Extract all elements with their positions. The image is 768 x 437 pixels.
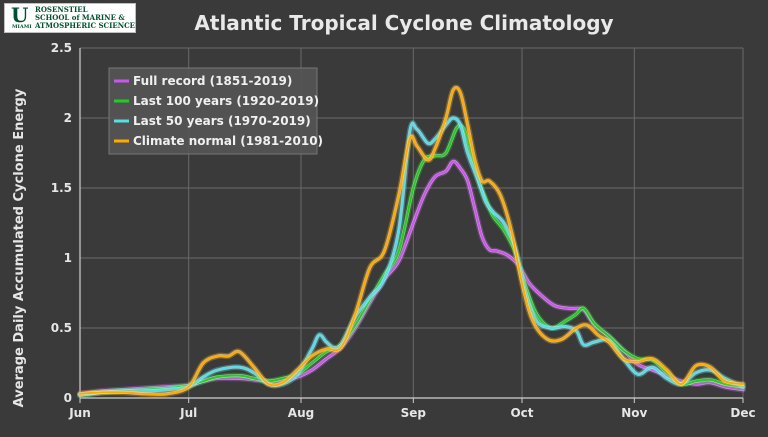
y-axis-label: Average Daily Accumulated Cyclone Energy xyxy=(12,88,27,407)
x-tick-label: Nov xyxy=(621,406,647,420)
x-tick-label: Aug xyxy=(288,406,314,420)
y-tick-label: 2 xyxy=(64,111,72,125)
y-tick-label: 0 xyxy=(64,391,72,405)
x-tick-label: Sep xyxy=(401,406,427,420)
legend-entry: Full record (1851-2019) xyxy=(114,74,292,88)
logo-u-mark: U xyxy=(11,3,29,27)
x-tick-label: Jun xyxy=(68,406,91,420)
legend-entry: Climate normal (1981-2010) xyxy=(114,134,323,148)
axes: 0 0.5 1 1.5 2 2.5 Jun Jul Aug Sep Oct Nov Dec xyxy=(51,41,756,420)
series-line xyxy=(77,122,746,399)
legend-label: Climate normal (1981-2010) xyxy=(133,134,323,148)
legend: Full record (1851-2019) Last 100 years (1… xyxy=(108,67,323,155)
logo-miami-text: MIAMI xyxy=(12,24,32,30)
y-tick-label: 0.5 xyxy=(51,321,72,335)
y-tick-label: 2.5 xyxy=(51,41,72,55)
chart-title: Atlantic Tropical Cyclone Climatology xyxy=(194,11,613,35)
x-tick-label: Dec xyxy=(730,406,755,420)
x-tick-label: Jul xyxy=(179,406,197,420)
series-line xyxy=(77,84,746,398)
x-tick-label: Oct xyxy=(510,406,533,420)
legend-label: Last 50 years (1970-2019) xyxy=(133,114,311,128)
legend-label: Last 100 years (1920-2019) xyxy=(133,94,319,108)
series-lines xyxy=(77,84,746,399)
logo-school-name: ROSENSTIEL SCHOOL of MARINE & ATMOSPHERI… xyxy=(35,5,136,30)
university-logo: U MIAMI ROSENSTIEL SCHOOL of MARINE & AT… xyxy=(4,3,136,33)
legend-box xyxy=(108,67,318,155)
y-tick-label: 1.5 xyxy=(51,181,72,195)
y-tick-label: 1 xyxy=(64,251,72,265)
series-path xyxy=(79,124,744,397)
series-path xyxy=(79,86,744,396)
legend-entry: Last 100 years (1920-2019) xyxy=(114,94,319,108)
legend-entry: Last 50 years (1970-2019) xyxy=(114,114,311,128)
legend-label: Full record (1851-2019) xyxy=(133,74,292,88)
